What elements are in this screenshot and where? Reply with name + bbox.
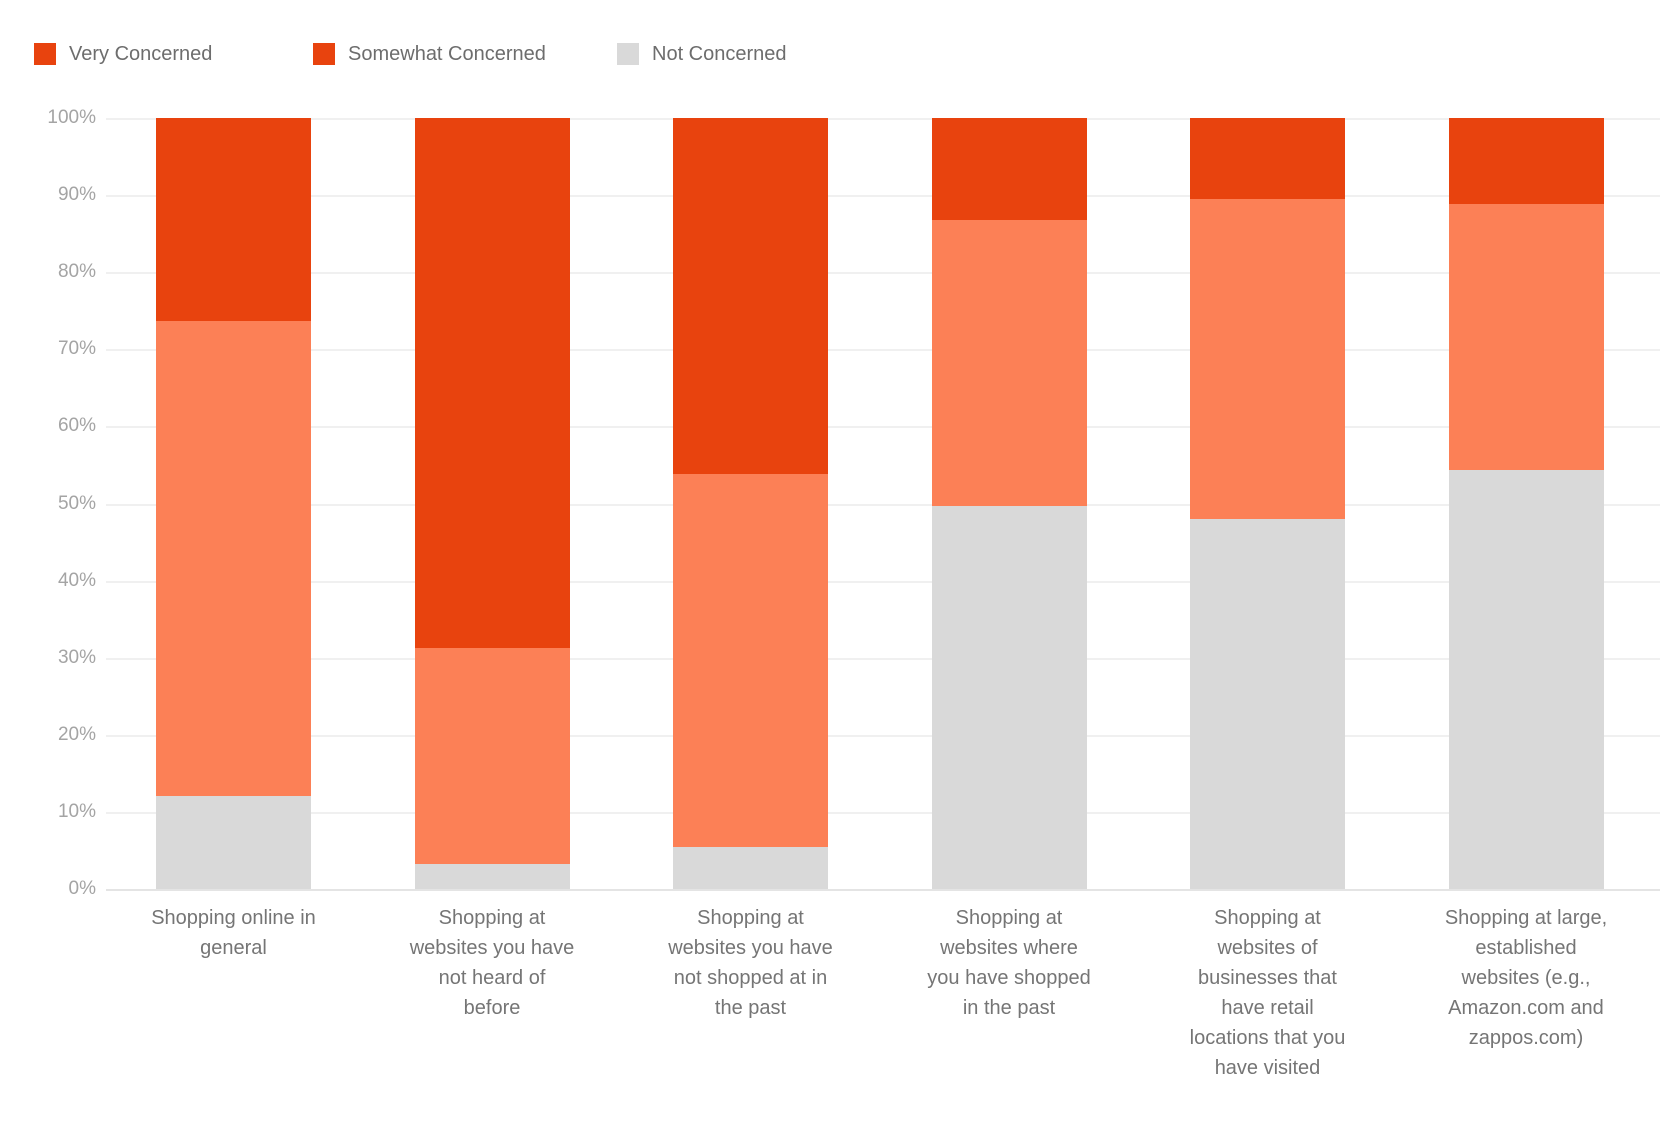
legend-swatch-icon (34, 43, 56, 65)
gridline-20% (106, 735, 1660, 737)
legend-label: Very Concerned (69, 42, 213, 65)
x-axis-category-label: Shopping at large, established websites (e… (1444, 907, 1608, 1049)
bar-segment-very-concerned[interactable] (1448, 118, 1604, 205)
bar-segment-somewhat-concerned[interactable] (156, 320, 311, 797)
bar-segment-not-concerned[interactable] (156, 796, 311, 889)
x-axis-category-label: Shopping online in general (151, 907, 316, 959)
y-axis-tick-label: 10% (57, 801, 96, 822)
gridline-80% (106, 272, 1660, 274)
bar-segment-not-concerned[interactable] (414, 864, 570, 889)
bar-segment-not-concerned[interactable] (931, 505, 1087, 889)
bar-segment-very-concerned[interactable] (414, 118, 570, 649)
legend-item-not-concerned[interactable]: Not Concerned (617, 42, 787, 66)
y-axis-tick-label: 90% (57, 184, 96, 205)
bar-category-6 (1448, 118, 1604, 889)
bar-category-2 (414, 118, 570, 889)
legend-item-somewhat-concerned[interactable]: Somewhat Concerned (313, 42, 546, 66)
gridline-100% (106, 118, 1660, 120)
y-axis-tick-label: 20% (57, 724, 96, 745)
legend-label: Somewhat Concerned (348, 42, 546, 65)
legend-item-very-concerned[interactable]: Very Concerned (34, 42, 212, 66)
bar-segment-not-concerned[interactable] (673, 847, 828, 889)
bar-segment-not-concerned[interactable] (1190, 518, 1345, 889)
gridline-0% (106, 889, 1660, 891)
bar-segment-very-concerned[interactable] (1190, 118, 1345, 199)
gridline-90% (106, 195, 1660, 197)
gridline-10% (106, 812, 1660, 814)
gridline-70% (106, 349, 1660, 351)
bar-segment-somewhat-concerned[interactable] (673, 474, 828, 848)
y-axis-tick-label: 70% (57, 338, 96, 359)
bar-segment-somewhat-concerned[interactable] (1448, 204, 1604, 470)
bar-category-5 (1190, 118, 1345, 889)
gridline-60% (106, 426, 1660, 428)
y-axis-tick-label: 30% (57, 647, 96, 668)
y-axis-tick-label: 80% (57, 261, 96, 282)
y-axis-tick-label: 60% (57, 415, 96, 436)
legend-label: Not Concerned (652, 42, 787, 65)
bar-segment-somewhat-concerned[interactable] (931, 219, 1087, 506)
bar-category-4 (931, 118, 1087, 889)
bar-segment-somewhat-concerned[interactable] (414, 648, 570, 865)
y-axis-tick-label: 50% (57, 493, 96, 514)
bar-segment-very-concerned[interactable] (156, 118, 311, 321)
bar-segment-somewhat-concerned[interactable] (1190, 198, 1345, 519)
bar-segment-very-concerned[interactable] (673, 118, 828, 475)
x-axis-category-label: Shopping at websites you have not shopped … (668, 907, 833, 1019)
legend-swatch-icon (313, 43, 335, 65)
gridline-30% (106, 658, 1660, 660)
x-axis-category-label: Shopping at websites where you have shoppe… (927, 907, 1091, 1019)
plot-area: 100% 90% 80% 70% 60% 50% 40% 30% 20% 10% 0% (47, 107, 1660, 899)
bar-category-3 (673, 118, 828, 889)
x-axis-category-label: Shopping at websites of businesses that hav… (1189, 907, 1346, 1079)
y-axis-tick-label: 0% (68, 878, 96, 899)
bar-segment-very-concerned[interactable] (931, 118, 1087, 220)
bar-segment-not-concerned[interactable] (1448, 469, 1604, 889)
y-axis-tick-label: 100% (47, 107, 96, 128)
gridline-50% (106, 504, 1660, 506)
gridline-40% (106, 581, 1660, 583)
y-axis-tick-label: 40% (57, 570, 96, 591)
legend-swatch-icon (617, 43, 639, 65)
x-axis-category-label: Shopping at websites you have not heard of… (409, 907, 575, 1019)
chart-legend: Very Concerned Somewhat Concerned Not Conc… (0, 42, 1680, 70)
bar-category-1 (156, 118, 311, 889)
